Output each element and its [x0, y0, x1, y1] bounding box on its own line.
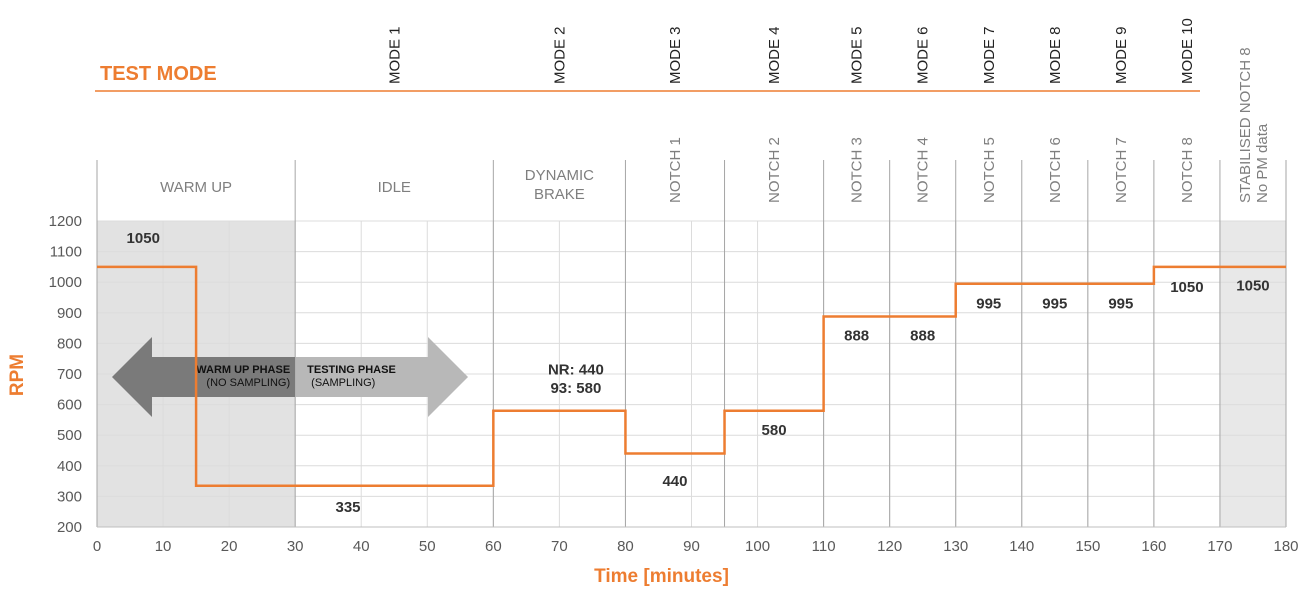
y-tick-label: 1000 — [49, 274, 82, 291]
x-tick-label: 0 — [93, 538, 101, 555]
x-tick-label: 40 — [353, 538, 370, 555]
mode-label: MODE 8 — [1047, 26, 1064, 84]
testing-arrow-right — [295, 337, 468, 417]
mode-label: MODE 1 — [386, 26, 403, 84]
y-tick-label: 1100 — [50, 244, 82, 261]
value-label: 995 — [976, 296, 1001, 313]
rpm-step-line — [97, 265, 1286, 487]
phase-label: NOTCH 3 — [849, 137, 866, 203]
mode-label: MODE 5 — [849, 26, 866, 84]
y-tick-label: 200 — [57, 519, 82, 536]
mode-label: MODE 3 — [667, 26, 684, 84]
x-tick-label: 180 — [1273, 538, 1298, 555]
y-tick-label: 600 — [57, 397, 82, 414]
mode-label: MODE 6 — [915, 26, 932, 84]
value-annotations: 1050 335 NR: 440 93: 580 440 580 888 888 995 995 9… — [127, 230, 1270, 516]
x-tick-label: 130 — [943, 538, 968, 555]
value-label: NR: 440 — [548, 361, 604, 378]
value-label: 93: 580 — [550, 380, 601, 397]
x-tick-label: 160 — [1141, 538, 1166, 555]
mode-label: MODE 2 — [551, 26, 568, 84]
y-axis-title: RPM — [7, 354, 28, 396]
x-tick-label: 150 — [1075, 538, 1100, 555]
phase-label: NOTCH 2 — [766, 137, 783, 203]
phase-label: DYNAMIC — [525, 167, 594, 184]
x-axis-title: Time [minutes] — [594, 566, 729, 587]
value-label: 888 — [910, 327, 935, 344]
phase-label: STABILISED NOTCH 8 — [1237, 47, 1254, 203]
y-tick-label: 900 — [57, 305, 82, 322]
x-tick-label: 50 — [419, 538, 436, 555]
y-tick-label: 400 — [57, 458, 82, 475]
y-tick-label: 700 — [57, 366, 82, 383]
phase-label: IDLE — [378, 179, 411, 196]
y-tick-label: 1200 — [49, 213, 82, 230]
axes: 200 300 400 500 600 700 800 900 1000 1100 1200 0 10 2… — [7, 213, 1299, 587]
x-tick-label: 90 — [683, 538, 700, 555]
mode-label: MODE 4 — [766, 26, 783, 84]
value-label: 580 — [762, 422, 787, 439]
phase-label: NOTCH 6 — [1047, 137, 1064, 203]
warm-up-phase-sub: (NO SAMPLING) — [206, 377, 290, 389]
value-label: 1050 — [127, 230, 160, 247]
rpm-step-series — [97, 265, 1286, 487]
value-label: 440 — [662, 473, 687, 490]
test-mode-title: TEST MODE — [100, 63, 217, 85]
x-tick-label: 100 — [745, 538, 770, 555]
x-tick-label: 140 — [1009, 538, 1034, 555]
y-tick-label: 800 — [57, 335, 82, 352]
phase-label-line2: BRAKE — [534, 186, 585, 203]
phase-label: WARM UP — [160, 179, 232, 196]
x-tick-label: 120 — [877, 538, 902, 555]
phase-label: NOTCH 8 — [1179, 137, 1196, 203]
x-tick-label: 110 — [812, 538, 836, 555]
phase-label: NOTCH 4 — [915, 137, 932, 203]
warm-up-phase-label: WARM UP PHASE — [196, 364, 290, 376]
x-tick-label: 30 — [287, 538, 304, 555]
x-tick-label: 80 — [617, 538, 634, 555]
value-label: 995 — [1042, 296, 1067, 313]
y-tick-label: 500 — [57, 427, 82, 444]
mode-label: MODE 10 — [1179, 18, 1196, 84]
phase-arrow: WARM UP PHASE(NO SAMPLING) TESTING PHASE(… — [112, 337, 468, 417]
mode-label: MODE 9 — [1113, 26, 1130, 84]
warm-up-arrow-left — [112, 337, 296, 417]
phase-label-line2: No PM data — [1254, 123, 1271, 203]
value-label: 995 — [1108, 296, 1133, 313]
mode-label: MODE 7 — [981, 26, 998, 84]
x-tick-label: 10 — [155, 538, 172, 555]
value-label: 335 — [335, 499, 360, 516]
x-tick-label: 60 — [485, 538, 502, 555]
x-tick-label: 70 — [551, 538, 568, 555]
x-tick-label: 20 — [221, 538, 238, 555]
x-tick-label: 170 — [1207, 538, 1232, 555]
phase-label: NOTCH 5 — [981, 137, 998, 203]
mode-header: TEST MODE MODE 1 MODE 2 MODE 3 MODE 4 MODE 5… — [95, 18, 1200, 92]
phase-label: NOTCH 1 — [667, 137, 684, 203]
testing-phase-sub: (SAMPLING) — [311, 377, 375, 389]
value-label: 1050 — [1170, 279, 1203, 296]
y-tick-label: 300 — [57, 488, 82, 505]
value-label: 888 — [844, 327, 869, 344]
testing-phase-label: TESTING PHASE — [307, 364, 396, 376]
phase-label: NOTCH 7 — [1113, 137, 1130, 203]
value-label: 1050 — [1236, 277, 1269, 294]
